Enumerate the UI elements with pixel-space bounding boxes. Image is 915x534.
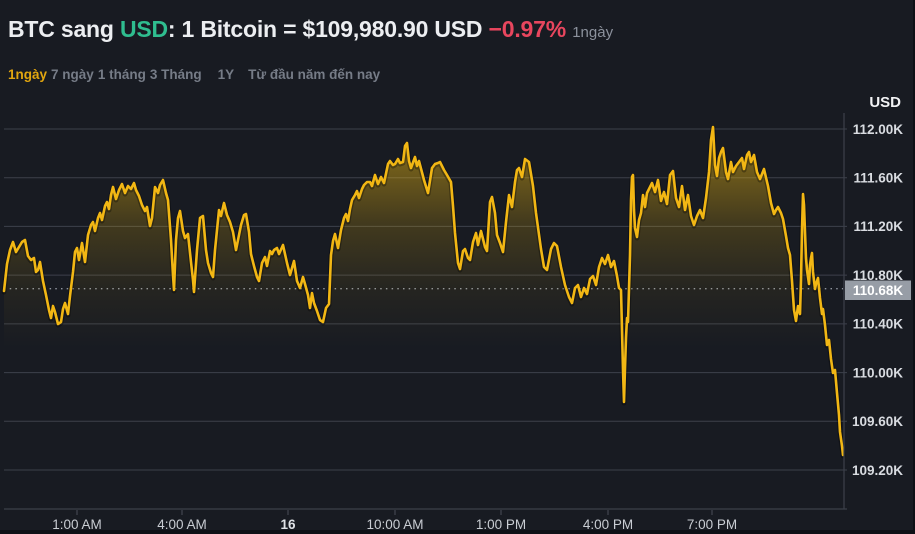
svg-text:111.60K: 111.60K <box>853 171 903 186</box>
svg-text:110.00K: 110.00K <box>853 365 904 380</box>
svg-text:16: 16 <box>280 517 296 532</box>
svg-text:112.00K: 112.00K <box>853 122 904 137</box>
svg-text:110.80K: 110.80K <box>853 268 904 283</box>
svg-text:USD: USD <box>869 94 901 111</box>
svg-text:1:00 PM: 1:00 PM <box>476 517 526 532</box>
svg-text:111.20K: 111.20K <box>853 219 903 234</box>
svg-text:110.40K: 110.40K <box>853 317 904 332</box>
svg-text:109.60K: 109.60K <box>852 414 903 429</box>
svg-text:10:00 AM: 10:00 AM <box>366 517 423 532</box>
svg-text:109.20K: 109.20K <box>852 463 903 478</box>
svg-text:7:00 PM: 7:00 PM <box>687 517 737 532</box>
svg-text:1:00 AM: 1:00 AM <box>52 517 102 532</box>
svg-text:4:00 AM: 4:00 AM <box>157 517 207 532</box>
svg-text:110.68K: 110.68K <box>853 283 904 298</box>
svg-text:4:00 PM: 4:00 PM <box>583 517 633 532</box>
